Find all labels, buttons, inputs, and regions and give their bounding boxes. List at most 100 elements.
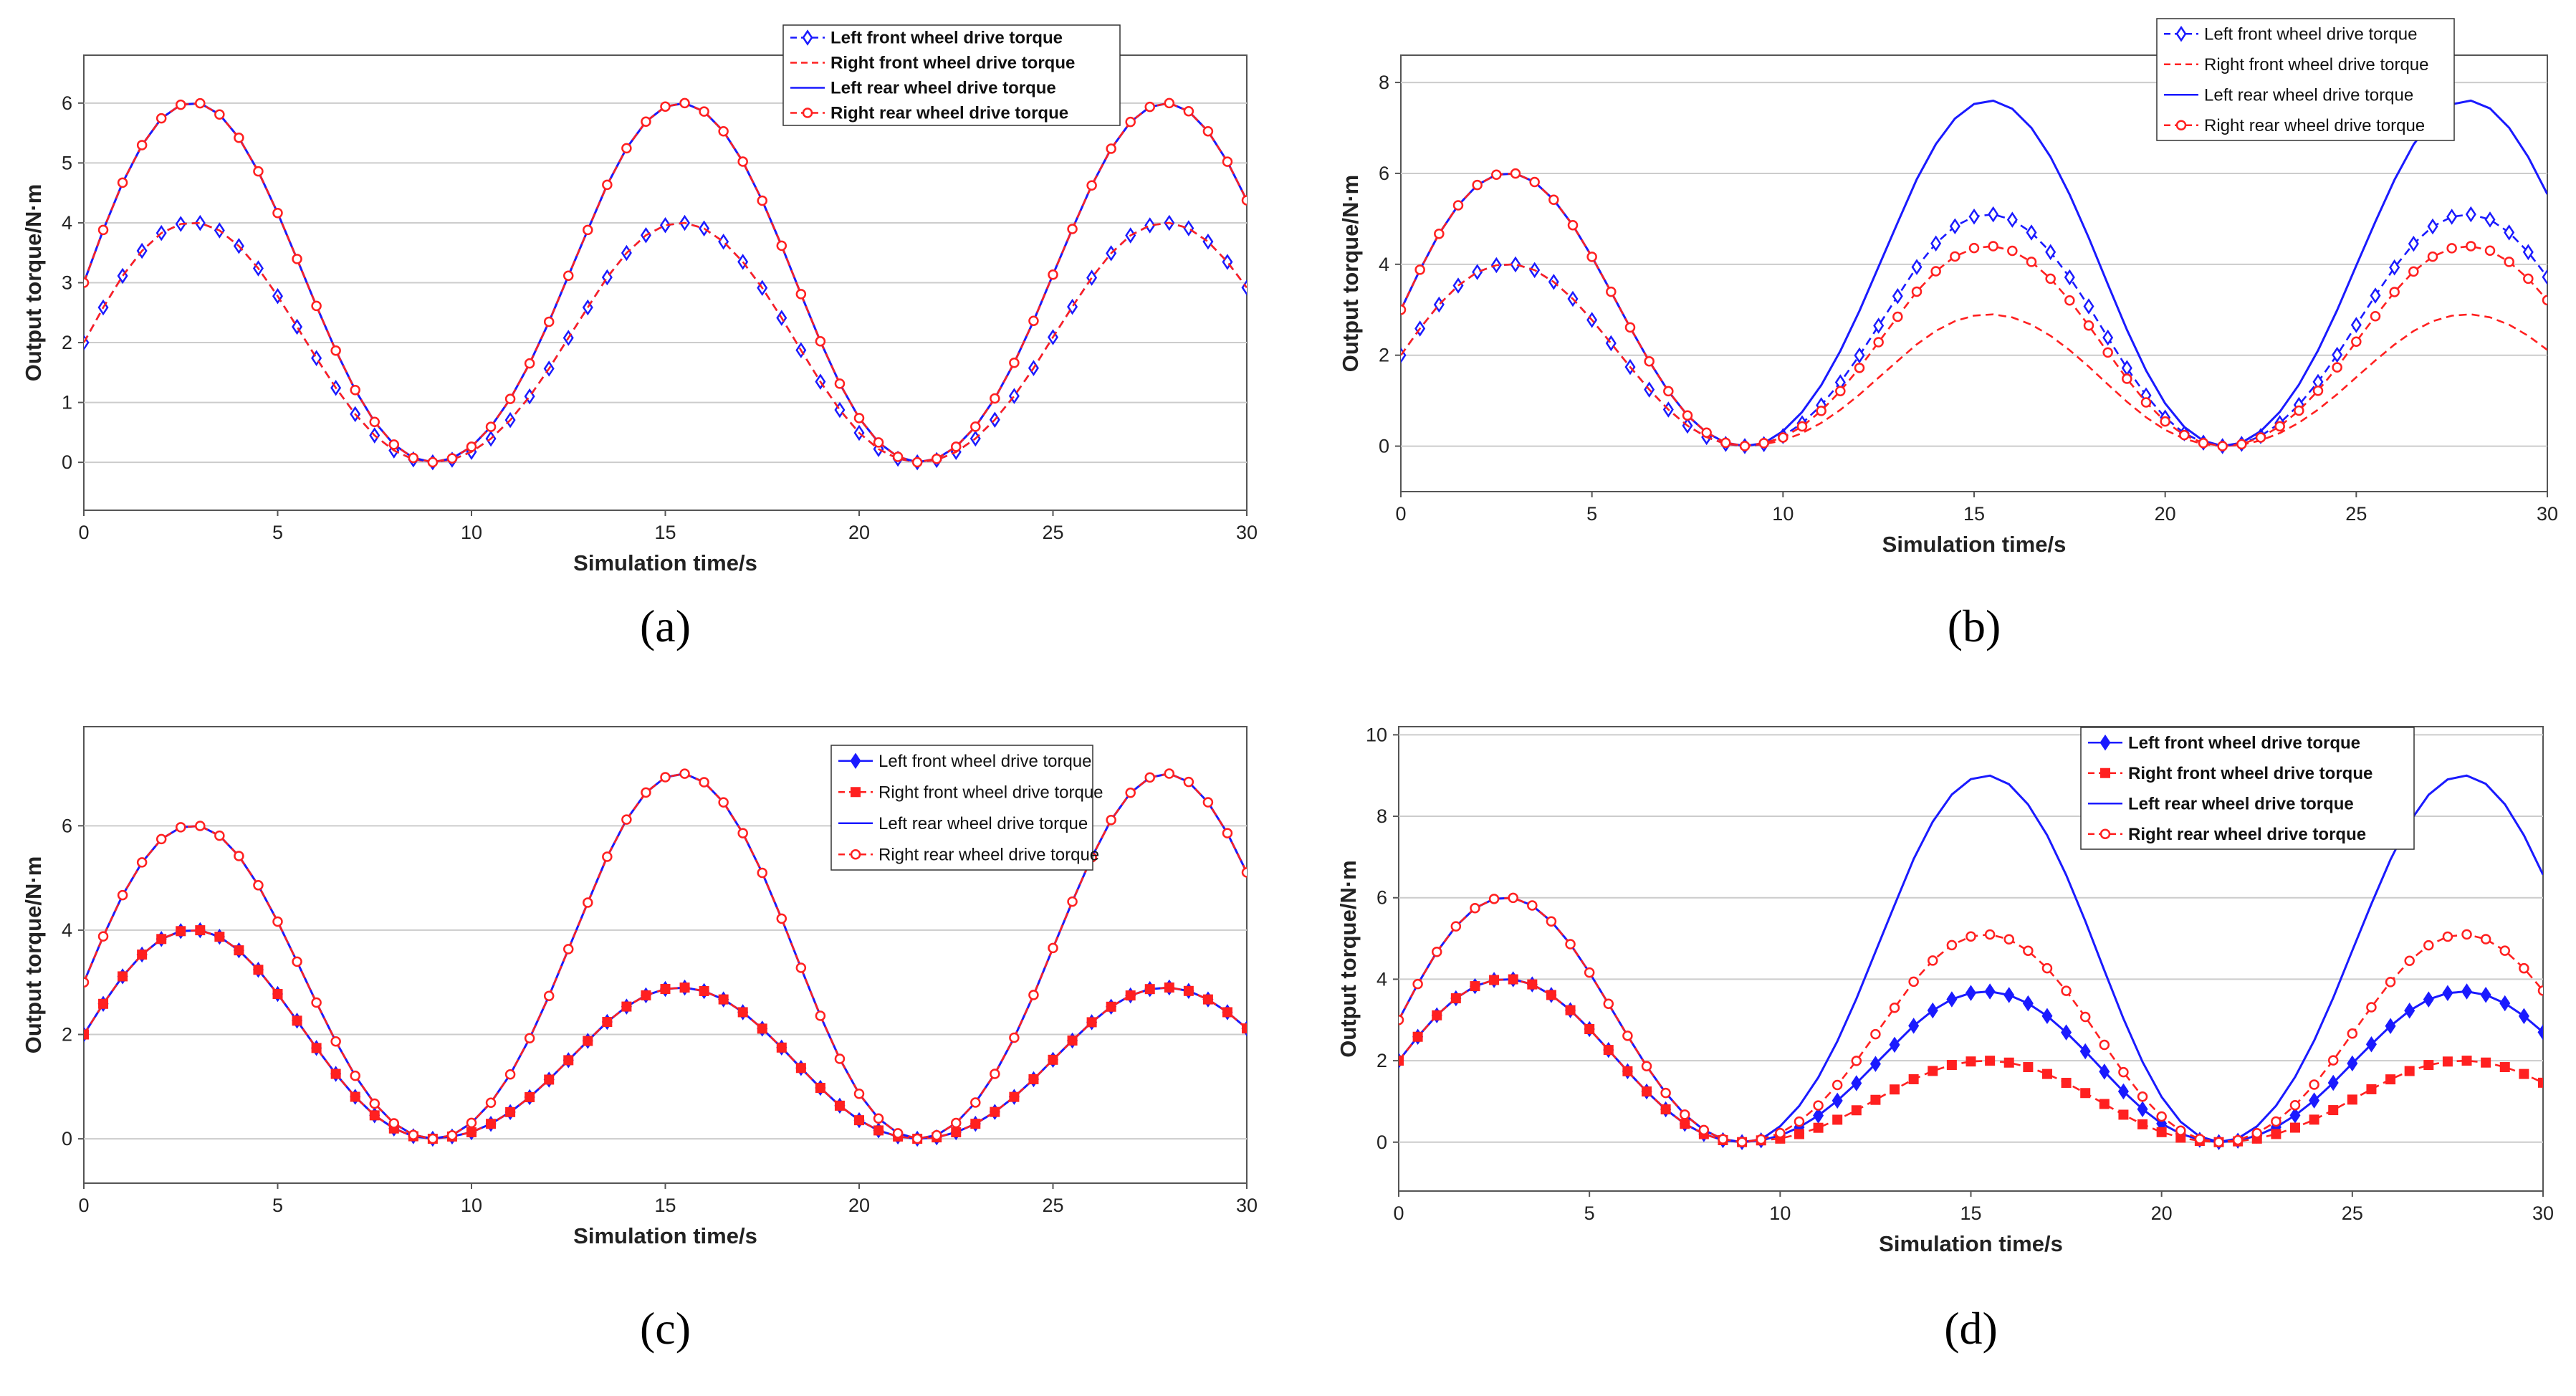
data-point bbox=[1401, 347, 1407, 363]
data-point bbox=[1067, 1035, 1078, 1046]
y-tick-label: 3 bbox=[62, 272, 72, 294]
data-point bbox=[311, 300, 322, 312]
data-point bbox=[234, 851, 244, 861]
data-point bbox=[1144, 984, 1155, 995]
data-point bbox=[485, 421, 497, 432]
data-point bbox=[2446, 243, 2457, 254]
data-point bbox=[1930, 266, 1941, 277]
data-point bbox=[369, 1110, 380, 1121]
data-point bbox=[1527, 979, 1538, 990]
data-point bbox=[1527, 900, 1538, 911]
data-point bbox=[1794, 1116, 1805, 1127]
data-point bbox=[2480, 987, 2491, 1003]
data-point bbox=[1968, 242, 1980, 254]
data-point bbox=[543, 316, 555, 328]
data-point bbox=[2102, 347, 2113, 358]
data-point bbox=[2099, 734, 2111, 751]
data-point bbox=[951, 441, 962, 452]
data-point bbox=[2504, 257, 2514, 267]
data-point bbox=[1510, 256, 1521, 273]
data-point bbox=[1586, 252, 1597, 262]
data-point bbox=[1048, 1054, 1058, 1065]
legend-entry: Left rear wheel drive torque bbox=[2128, 794, 2354, 813]
legend-box bbox=[782, 24, 1121, 126]
data-point bbox=[195, 821, 206, 831]
legend-entry: Left rear wheel drive torque bbox=[878, 814, 1088, 833]
x-tick-label: 15 bbox=[654, 522, 676, 543]
data-point bbox=[1432, 1010, 1442, 1020]
data-point bbox=[2041, 1008, 2053, 1025]
data-point bbox=[214, 932, 225, 942]
y-tick-label: 4 bbox=[1379, 254, 1389, 275]
data-point bbox=[641, 116, 651, 127]
data-point bbox=[2079, 1043, 2091, 1060]
data-point bbox=[2480, 934, 2491, 945]
y-tick-label: 6 bbox=[62, 815, 72, 836]
data-point bbox=[2370, 287, 2381, 304]
data-point bbox=[1567, 220, 1579, 231]
data-point bbox=[408, 452, 419, 464]
data-point bbox=[1048, 269, 1058, 280]
data-point bbox=[718, 994, 729, 1005]
series-2 bbox=[1401, 263, 2547, 447]
data-point bbox=[1606, 286, 1617, 297]
data-point bbox=[2484, 211, 2496, 228]
data-point bbox=[2442, 1056, 2453, 1067]
data-point bbox=[1851, 1056, 1862, 1066]
data-point bbox=[176, 99, 186, 110]
data-point bbox=[1472, 264, 1483, 280]
data-point bbox=[795, 962, 807, 973]
data-point bbox=[911, 456, 923, 468]
x-tick-label: 20 bbox=[2155, 503, 2176, 525]
data-point bbox=[388, 1118, 400, 1129]
data-point bbox=[2461, 929, 2472, 940]
data-point bbox=[1202, 994, 1213, 1005]
data-point bbox=[1603, 1045, 1614, 1056]
data-point bbox=[1965, 931, 1976, 942]
data-point bbox=[2137, 1091, 2148, 1102]
y-tick-label: 6 bbox=[1379, 163, 1389, 184]
data-point bbox=[1164, 97, 1175, 109]
data-point bbox=[1927, 1002, 1938, 1019]
data-point bbox=[563, 270, 574, 281]
data-point bbox=[2327, 1055, 2339, 1066]
data-point bbox=[1491, 169, 1502, 180]
legend-entry: Right rear wheel drive torque bbox=[830, 104, 1068, 123]
data-point bbox=[1106, 143, 1116, 154]
data-point bbox=[2003, 934, 2014, 945]
data-point bbox=[1832, 1114, 1843, 1125]
data-point bbox=[660, 772, 671, 783]
data-point bbox=[176, 926, 186, 937]
x-tick-label: 25 bbox=[1042, 1195, 1063, 1216]
data-point bbox=[1048, 942, 1058, 954]
data-point bbox=[330, 1068, 341, 1079]
data-point bbox=[234, 945, 244, 956]
data-point bbox=[2442, 985, 2453, 1002]
data-point bbox=[1565, 939, 1576, 950]
data-point bbox=[718, 126, 729, 137]
data-point bbox=[1529, 176, 1540, 188]
x-tick-label: 30 bbox=[1236, 1195, 1258, 1216]
data-point bbox=[2351, 336, 2362, 347]
data-point bbox=[505, 1106, 516, 1117]
data-point bbox=[1009, 358, 1020, 368]
data-point bbox=[1241, 279, 1247, 296]
data-point bbox=[602, 179, 613, 191]
data-point bbox=[1086, 180, 1097, 191]
data-point bbox=[1009, 1032, 1020, 1043]
data-point bbox=[1756, 1134, 1766, 1145]
series-4 bbox=[1401, 168, 2547, 451]
panel-label: (c) bbox=[640, 1303, 691, 1354]
x-tick-label: 10 bbox=[1769, 1203, 1791, 1224]
data-point bbox=[1775, 1127, 1786, 1139]
data-point bbox=[2442, 931, 2453, 942]
data-point bbox=[1660, 1104, 1671, 1115]
data-point bbox=[2423, 940, 2434, 951]
legend-entry: Right front wheel drive torque bbox=[830, 54, 1075, 73]
y-axis-label: Output torque/N·m bbox=[1336, 860, 1361, 1058]
data-point bbox=[873, 1125, 884, 1136]
data-point bbox=[2099, 1099, 2110, 1109]
data-point bbox=[2083, 320, 2094, 331]
data-point bbox=[990, 393, 1000, 404]
data-point bbox=[802, 29, 813, 46]
